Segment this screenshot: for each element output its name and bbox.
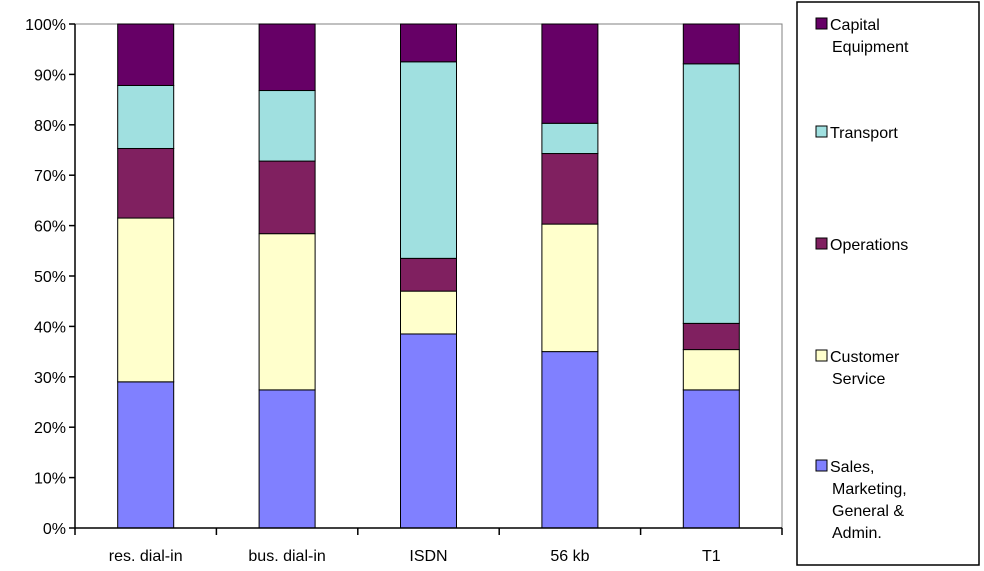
bar-segment xyxy=(682,23,740,65)
legend-swatch xyxy=(815,17,828,30)
bar-segment xyxy=(117,23,175,86)
legend-item: Customer Service xyxy=(815,349,900,388)
y-tick-label: 20% xyxy=(34,420,66,437)
bar-segment xyxy=(258,90,316,162)
bar-group xyxy=(258,23,316,529)
y-tick-label: 60% xyxy=(34,219,66,236)
bar-segment xyxy=(682,349,740,391)
bar-segment xyxy=(117,84,175,149)
legend-label: General & xyxy=(832,503,904,520)
y-tick-label: 50% xyxy=(34,269,66,286)
legend-swatch xyxy=(815,349,828,362)
legend-label: Equipment xyxy=(832,39,909,56)
y-tick-label: 30% xyxy=(34,370,66,387)
x-tick-label: ISDN xyxy=(409,548,447,565)
bar-segment xyxy=(541,122,599,155)
legend-label: Capital xyxy=(830,17,880,34)
legend-label: Admin. xyxy=(832,525,882,542)
bar-segment xyxy=(541,153,599,225)
bar-segment xyxy=(117,147,175,219)
legend-label: Sales, xyxy=(830,459,874,476)
bar-segment xyxy=(541,223,599,353)
bar-segment xyxy=(682,389,740,529)
bar-group xyxy=(541,23,599,529)
bar-segment xyxy=(400,23,457,63)
bar-segment xyxy=(258,233,316,391)
bar-segment xyxy=(541,23,599,124)
x-tick-label: 56 kb xyxy=(550,548,589,565)
bar-group xyxy=(400,23,457,529)
y-tick-label: 40% xyxy=(34,319,66,336)
bars xyxy=(117,23,740,529)
bar-segment xyxy=(541,351,599,529)
axes: 0% 10% 20% 30% 40% 50% 60% 70% 80% 90% 100% res. di… xyxy=(25,17,783,565)
bar-group xyxy=(117,23,175,529)
bar-segment xyxy=(258,23,316,92)
bar-segment xyxy=(117,381,175,529)
legend-label: Transport xyxy=(830,125,898,142)
legend-swatch xyxy=(815,125,828,138)
x-tick-label: bus. dial-in xyxy=(248,548,325,565)
legend-label: Marketing, xyxy=(832,481,907,498)
bar-group xyxy=(682,23,740,529)
bar-segment xyxy=(258,389,316,529)
bar-segment xyxy=(400,61,457,259)
x-tick-label: T1 xyxy=(702,548,721,565)
legend-swatch xyxy=(815,237,828,250)
legend-label: Operations xyxy=(830,237,908,254)
bar-segment xyxy=(682,322,740,351)
legend-item: Operations xyxy=(815,237,908,254)
legend-label: Customer xyxy=(830,349,900,366)
bar-segment xyxy=(400,290,457,335)
bar-segment xyxy=(400,333,457,529)
legend-item: Capital Equipment xyxy=(815,17,909,56)
y-tick-label: 90% xyxy=(34,67,66,84)
legend-swatch xyxy=(815,459,828,472)
y-tick-label: 0% xyxy=(43,521,66,538)
legend-item: Sales, Marketing, General & Admin. xyxy=(815,459,907,542)
bar-segment xyxy=(258,160,316,235)
legend-label: Service xyxy=(832,371,885,388)
y-tick-label: 70% xyxy=(34,168,66,185)
bar-segment xyxy=(117,217,175,383)
x-tick-label: res. dial-in xyxy=(109,548,183,565)
bar-segment xyxy=(400,257,457,292)
bar-segment xyxy=(682,63,740,324)
y-tick-label: 100% xyxy=(25,17,66,34)
y-tick-label: 10% xyxy=(34,471,66,488)
legend: Capital Equipment Transport Operations Custo… xyxy=(796,1,980,566)
y-tick-label: 80% xyxy=(34,118,66,135)
legend-item: Transport xyxy=(815,125,898,142)
